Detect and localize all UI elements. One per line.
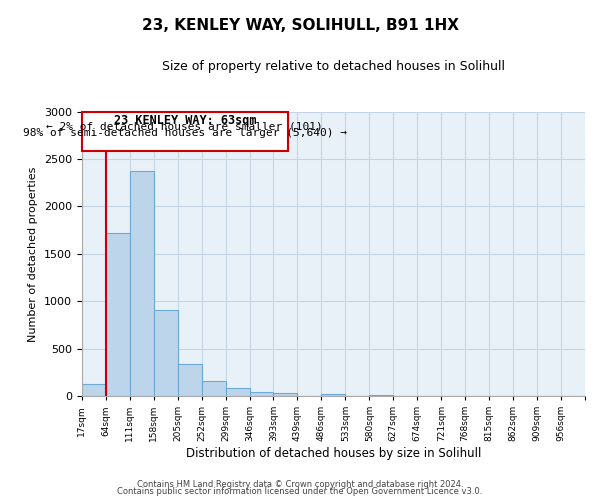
Bar bbox=[274, 393, 298, 396]
FancyBboxPatch shape bbox=[82, 112, 288, 150]
Text: 23, KENLEY WAY, SOLIHULL, B91 1HX: 23, KENLEY WAY, SOLIHULL, B91 1HX bbox=[142, 18, 458, 32]
Bar bbox=[370, 394, 393, 396]
Title: Size of property relative to detached houses in Solihull: Size of property relative to detached ho… bbox=[162, 60, 505, 73]
X-axis label: Distribution of detached houses by size in Solihull: Distribution of detached houses by size … bbox=[186, 447, 481, 460]
Text: ← 2% of detached houses are smaller (101): ← 2% of detached houses are smaller (101… bbox=[46, 121, 323, 131]
Bar bbox=[202, 382, 226, 396]
Bar bbox=[322, 394, 346, 396]
Text: 23 KENLEY WAY: 63sqm: 23 KENLEY WAY: 63sqm bbox=[113, 114, 256, 127]
Bar bbox=[250, 392, 274, 396]
Text: Contains HM Land Registry data © Crown copyright and database right 2024.: Contains HM Land Registry data © Crown c… bbox=[137, 480, 463, 489]
Bar bbox=[226, 388, 250, 396]
Bar bbox=[106, 232, 130, 396]
Bar bbox=[178, 364, 202, 396]
Y-axis label: Number of detached properties: Number of detached properties bbox=[28, 166, 38, 342]
Text: Contains public sector information licensed under the Open Government Licence v3: Contains public sector information licen… bbox=[118, 487, 482, 496]
Text: 98% of semi-detached houses are larger (5,640) →: 98% of semi-detached houses are larger (… bbox=[23, 128, 347, 138]
Bar bbox=[154, 310, 178, 396]
Bar bbox=[130, 171, 154, 396]
Bar bbox=[82, 384, 106, 396]
